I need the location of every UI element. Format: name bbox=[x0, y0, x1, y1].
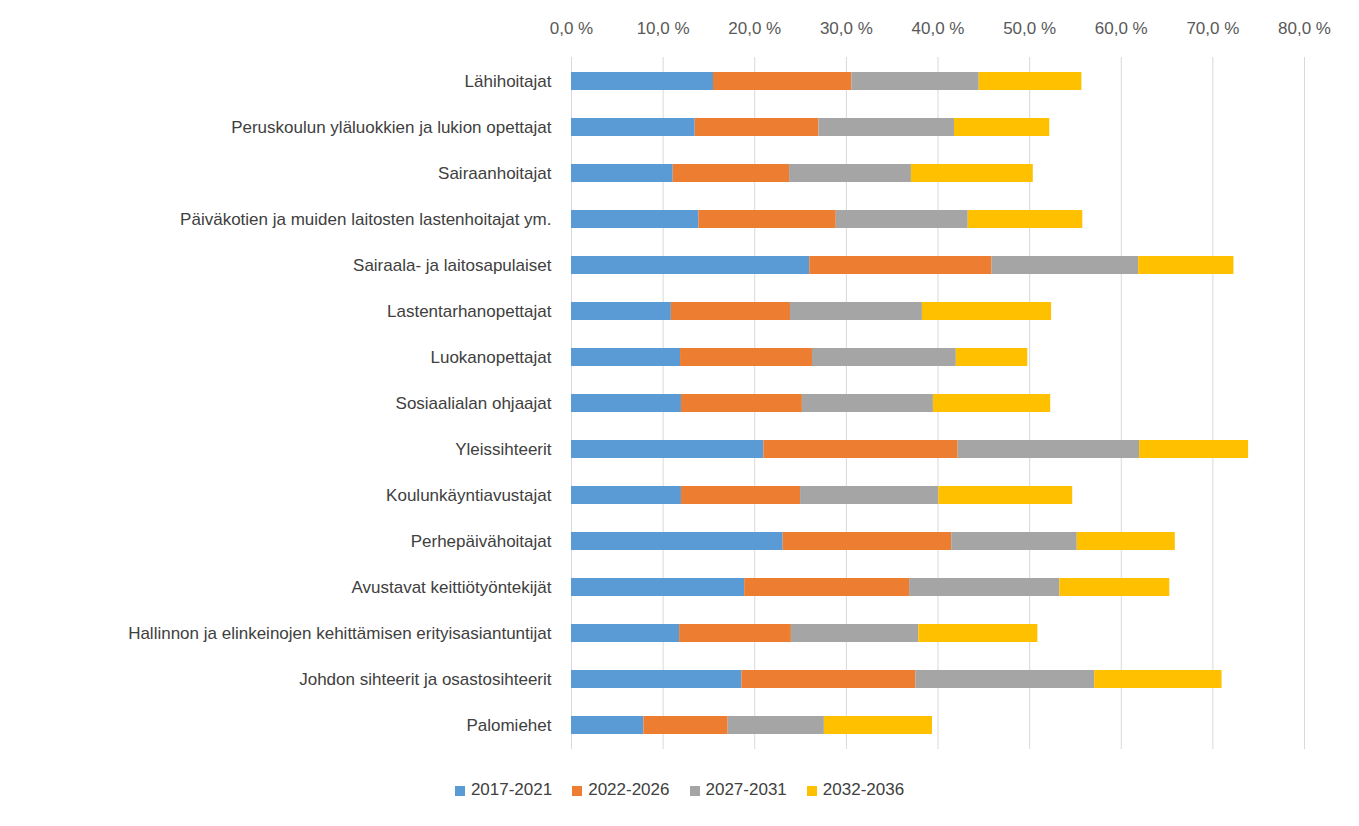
svg-text:Peruskoulun yläluokkien ja luk: Peruskoulun yläluokkien ja lukion opetta… bbox=[231, 118, 552, 137]
svg-text:Palomiehet: Palomiehet bbox=[466, 716, 551, 735]
svg-text:0,0 %: 0,0 % bbox=[550, 19, 593, 38]
svg-text:Luokanopettajat: Luokanopettajat bbox=[431, 348, 552, 367]
svg-text:Yleissihteerit: Yleissihteerit bbox=[455, 440, 552, 459]
svg-text:Koulunkäyntiavustajat: Koulunkäyntiavustajat bbox=[386, 486, 552, 505]
svg-text:Avustavat keittiötyöntekijät: Avustavat keittiötyöntekijät bbox=[351, 578, 551, 597]
svg-text:Sairaanhoitajat: Sairaanhoitajat bbox=[438, 164, 552, 183]
svg-text:50,0 %: 50,0 % bbox=[1003, 19, 1056, 38]
svg-text:Perhepäivähoitajat: Perhepäivähoitajat bbox=[411, 532, 552, 551]
svg-text:80,0 %: 80,0 % bbox=[1278, 19, 1331, 38]
svg-text:Johdon sihteerit ja osastosiht: Johdon sihteerit ja osastosihteerit bbox=[299, 670, 552, 689]
html-text:2032-2036: 2032-2036 bbox=[822, 780, 905, 799]
svg-text:60,0 %: 60,0 % bbox=[1095, 19, 1148, 38]
svg-text:Lähihoitajat: Lähihoitajat bbox=[465, 72, 552, 91]
svg-text:Sosiaalialan ohjaajat: Sosiaalialan ohjaajat bbox=[396, 394, 552, 413]
svg-text:70,0 %: 70,0 % bbox=[1186, 19, 1239, 38]
svg-text:40,0 %: 40,0 % bbox=[912, 19, 965, 38]
svg-text:Hallinnon ja elinkeinojen kehi: Hallinnon ja elinkeinojen kehittämisen e… bbox=[128, 624, 552, 643]
html-text:2022-2026: 2022-2026 bbox=[588, 780, 670, 799]
svg-text:Lastentarhanopettajat: Lastentarhanopettajat bbox=[387, 302, 552, 321]
html-text:2027-2031: 2027-2031 bbox=[705, 780, 787, 799]
svg-text:20,0 %: 20,0 % bbox=[728, 19, 781, 38]
svg-text:Sairaala- ja laitosapulaiset: Sairaala- ja laitosapulaiset bbox=[353, 256, 552, 275]
svg-text:30,0 %: 30,0 % bbox=[820, 19, 873, 38]
svg-text:10,0 %: 10,0 % bbox=[637, 19, 690, 38]
html-text:2017-2021: 2017-2021 bbox=[470, 780, 553, 799]
svg-text:Päiväkotien ja muiden laitoste: Päiväkotien ja muiden laitosten lastenho… bbox=[180, 210, 551, 229]
